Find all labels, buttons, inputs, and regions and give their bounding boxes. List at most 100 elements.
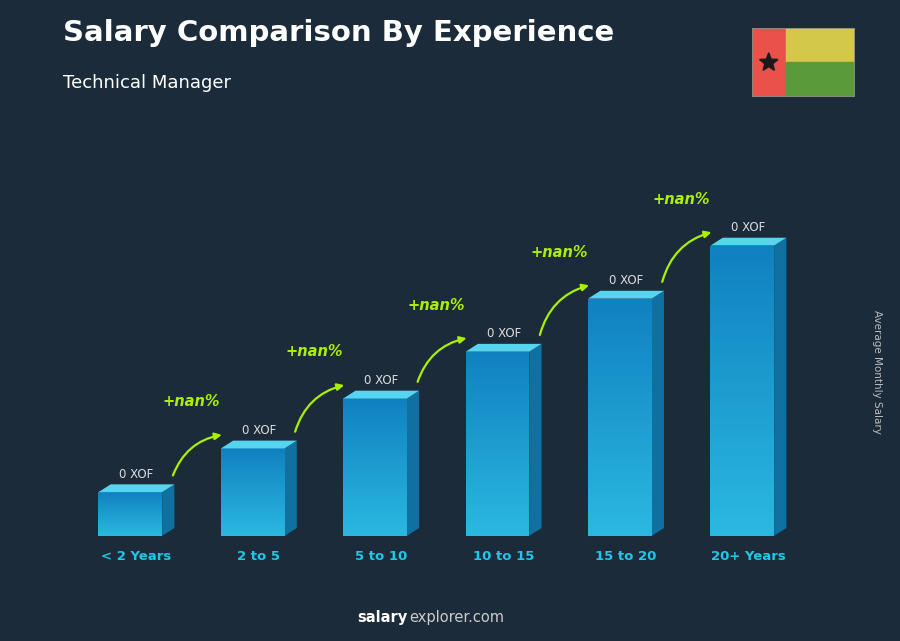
Bar <box>343 513 407 515</box>
Bar <box>588 390 652 394</box>
Bar <box>343 495 407 497</box>
Bar <box>220 478 284 479</box>
Bar <box>343 399 407 401</box>
Bar <box>588 299 652 303</box>
Bar <box>343 433 407 435</box>
Bar <box>98 534 162 535</box>
Text: 0 XOF: 0 XOF <box>120 467 154 481</box>
Bar <box>588 516 652 520</box>
Text: 5 to 10: 5 to 10 <box>356 550 408 563</box>
Bar <box>220 457 284 458</box>
Bar <box>220 466 284 467</box>
Text: +nan%: +nan% <box>163 394 220 410</box>
Bar <box>588 508 652 512</box>
Bar <box>710 517 774 521</box>
Bar <box>220 505 284 506</box>
Bar <box>343 463 407 465</box>
Bar <box>465 462 529 465</box>
Bar <box>343 447 407 449</box>
Bar <box>588 504 652 508</box>
Polygon shape <box>465 344 542 352</box>
Bar <box>343 472 407 474</box>
Bar <box>343 410 407 412</box>
Bar <box>710 246 774 251</box>
Bar <box>343 506 407 508</box>
Bar <box>588 441 652 445</box>
Bar <box>465 431 529 435</box>
Bar <box>710 410 774 415</box>
Bar <box>465 505 529 508</box>
Bar <box>588 524 652 528</box>
Bar <box>98 526 162 527</box>
Bar <box>343 499 407 501</box>
Bar <box>710 347 774 352</box>
Bar <box>220 454 284 456</box>
Bar <box>98 506 162 508</box>
Bar <box>343 520 407 522</box>
Bar <box>465 358 529 361</box>
Text: 2 to 5: 2 to 5 <box>238 550 280 563</box>
Bar <box>465 499 529 502</box>
Bar <box>343 474 407 476</box>
Bar <box>465 529 529 533</box>
Bar <box>710 401 774 405</box>
Bar <box>710 497 774 502</box>
Bar <box>343 453 407 456</box>
Bar <box>710 337 774 342</box>
Bar <box>710 308 774 313</box>
Bar <box>343 426 407 428</box>
Bar <box>588 461 652 465</box>
Bar <box>220 530 284 531</box>
Bar <box>588 453 652 457</box>
Bar <box>343 524 407 527</box>
Bar <box>588 421 652 425</box>
Bar <box>343 435 407 437</box>
Bar <box>710 274 774 279</box>
Bar <box>220 469 284 470</box>
Bar <box>710 487 774 492</box>
Bar <box>465 465 529 469</box>
Bar <box>98 495 162 497</box>
Bar <box>98 492 162 493</box>
Bar <box>343 469 407 472</box>
Bar <box>465 438 529 440</box>
Bar <box>220 522 284 524</box>
Bar <box>465 367 529 370</box>
Bar <box>220 460 284 462</box>
Bar <box>465 392 529 395</box>
Bar <box>343 449 407 451</box>
Bar <box>343 511 407 513</box>
Bar <box>588 334 652 338</box>
Bar <box>343 529 407 531</box>
Bar <box>588 532 652 536</box>
Bar <box>710 420 774 424</box>
Bar <box>220 506 284 508</box>
Bar <box>220 479 284 481</box>
Bar <box>588 338 652 342</box>
Bar <box>98 511 162 512</box>
Bar <box>343 403 407 405</box>
Bar <box>343 440 407 442</box>
Bar <box>343 428 407 431</box>
Bar <box>588 370 652 374</box>
Bar <box>710 260 774 265</box>
Bar <box>588 492 652 496</box>
Text: Salary Comparison By Experience: Salary Comparison By Experience <box>63 19 614 47</box>
Bar <box>343 488 407 490</box>
Bar <box>465 447 529 450</box>
Bar <box>98 508 162 509</box>
Bar <box>465 508 529 512</box>
Bar <box>710 386 774 390</box>
Bar <box>343 485 407 488</box>
Bar <box>465 370 529 373</box>
Bar <box>220 473 284 474</box>
Bar <box>343 483 407 485</box>
Bar <box>588 433 652 437</box>
Bar <box>710 395 774 401</box>
Bar <box>710 526 774 531</box>
Bar <box>465 397 529 401</box>
Bar <box>588 319 652 322</box>
Bar <box>465 520 529 524</box>
Bar <box>465 459 529 462</box>
Bar <box>343 476 407 479</box>
